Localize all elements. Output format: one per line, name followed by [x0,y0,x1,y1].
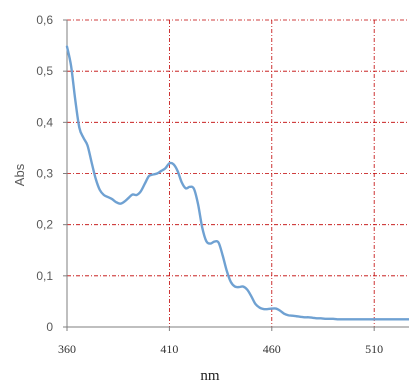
x-tick-label: 510 [365,342,383,356]
y-tick-label: 0,1 [36,269,53,283]
x-tick-label: 360 [58,342,76,356]
x-axis-label: nm [200,368,220,383]
y-tick-label: 0,6 [36,13,53,27]
y-axis-label: Abs [12,163,27,186]
gridlines [67,19,409,327]
y-tick-label: 0,4 [36,115,53,129]
y-tick-label: 0,3 [36,167,53,181]
series-line [65,45,409,321]
axes [63,19,409,331]
x-tick-label: 410 [160,342,178,356]
series-group [65,45,409,321]
y-tick-label: 0 [46,320,53,334]
x-tick-label: 460 [263,342,281,356]
y-tick-labels: 0 0,1 0,2 0,3 0,4 0,5 0,6 [36,13,53,334]
y-tick-label: 0,2 [36,218,53,232]
y-tick-label: 0,5 [36,64,53,78]
x-tick-labels: 360 410 460 510 [58,342,383,356]
